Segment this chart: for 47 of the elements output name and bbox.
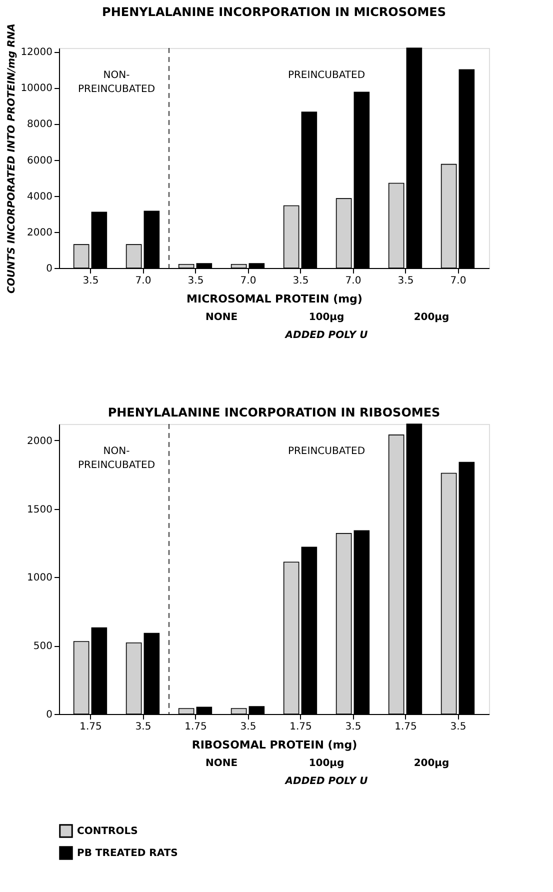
- x-tick-label: 1.75: [290, 722, 312, 732]
- y-tick-label: 0: [46, 264, 52, 274]
- x-tick-label: 3.5: [82, 276, 99, 286]
- y-tick-label: 10000: [20, 83, 52, 94]
- y-tick-label: 4000: [27, 191, 52, 202]
- x-tick-label: 3.5: [398, 276, 414, 286]
- annotation: PREINCUBATED: [288, 70, 366, 81]
- annotation: NON-PREINCUBATED: [78, 446, 156, 471]
- y-tick-label: 8000: [27, 119, 52, 130]
- text: 200µg: [414, 312, 450, 323]
- text: NONE: [205, 312, 238, 323]
- annotation: NON-PREINCUBATED: [78, 70, 156, 95]
- x-axis-title: MICROSOMAL PROTEIN (mg): [186, 292, 362, 306]
- x-tick-label: 7.0: [345, 276, 362, 286]
- y-tick-label: 6000: [27, 155, 52, 166]
- y-tick-label: 0: [46, 710, 52, 720]
- chart-title: PHENYLALANINE INCORPORATION IN RIBOSOMES: [108, 406, 440, 420]
- x-tick-label: 1.75: [80, 722, 102, 732]
- annotation: PREINCUBATED: [288, 446, 366, 457]
- x-tick-label: 3.5: [135, 722, 152, 732]
- text: 100µg: [308, 312, 344, 323]
- x-tick-label: 1.75: [394, 722, 417, 732]
- text: ADDED POLY U: [284, 776, 368, 787]
- legend-label: PB TREATED RATS: [77, 848, 178, 859]
- y-axis-title: COUNTS INCORPORATED INTO PROTEIN/mg RNA: [6, 24, 18, 294]
- chart-title: PHENYLALANINE INCORPORATION IN MICROSOMES: [102, 5, 446, 20]
- x-tick-label: 3.5: [345, 722, 362, 732]
- legend-label: CONTROLS: [77, 826, 138, 837]
- text: NONE: [205, 758, 238, 769]
- text: ADDED POLY U: [284, 330, 368, 341]
- text: 200µg: [414, 758, 450, 769]
- x-tick-label: 3.5: [240, 722, 256, 732]
- y-tick-label: 500: [33, 641, 52, 652]
- x-tick-label: 7.0: [135, 276, 152, 286]
- x-tick-label: 3.5: [292, 276, 309, 286]
- text: 100µg: [308, 758, 344, 769]
- y-tick-label: 2000: [27, 227, 52, 238]
- x-tick-label: 7.0: [450, 276, 466, 286]
- x-tick-label: 3.5: [450, 722, 466, 732]
- y-tick-label: 1000: [27, 572, 52, 584]
- x-tick-label: 1.75: [184, 722, 207, 732]
- y-tick-label: 12000: [20, 47, 52, 58]
- x-tick-label: 3.5: [188, 276, 204, 286]
- x-tick-label: 7.0: [240, 276, 256, 286]
- x-axis-title: RIBOSOMAL PROTEIN (mg): [192, 738, 358, 752]
- y-tick-label: 1500: [27, 504, 52, 516]
- y-tick-label: 2000: [27, 436, 52, 447]
